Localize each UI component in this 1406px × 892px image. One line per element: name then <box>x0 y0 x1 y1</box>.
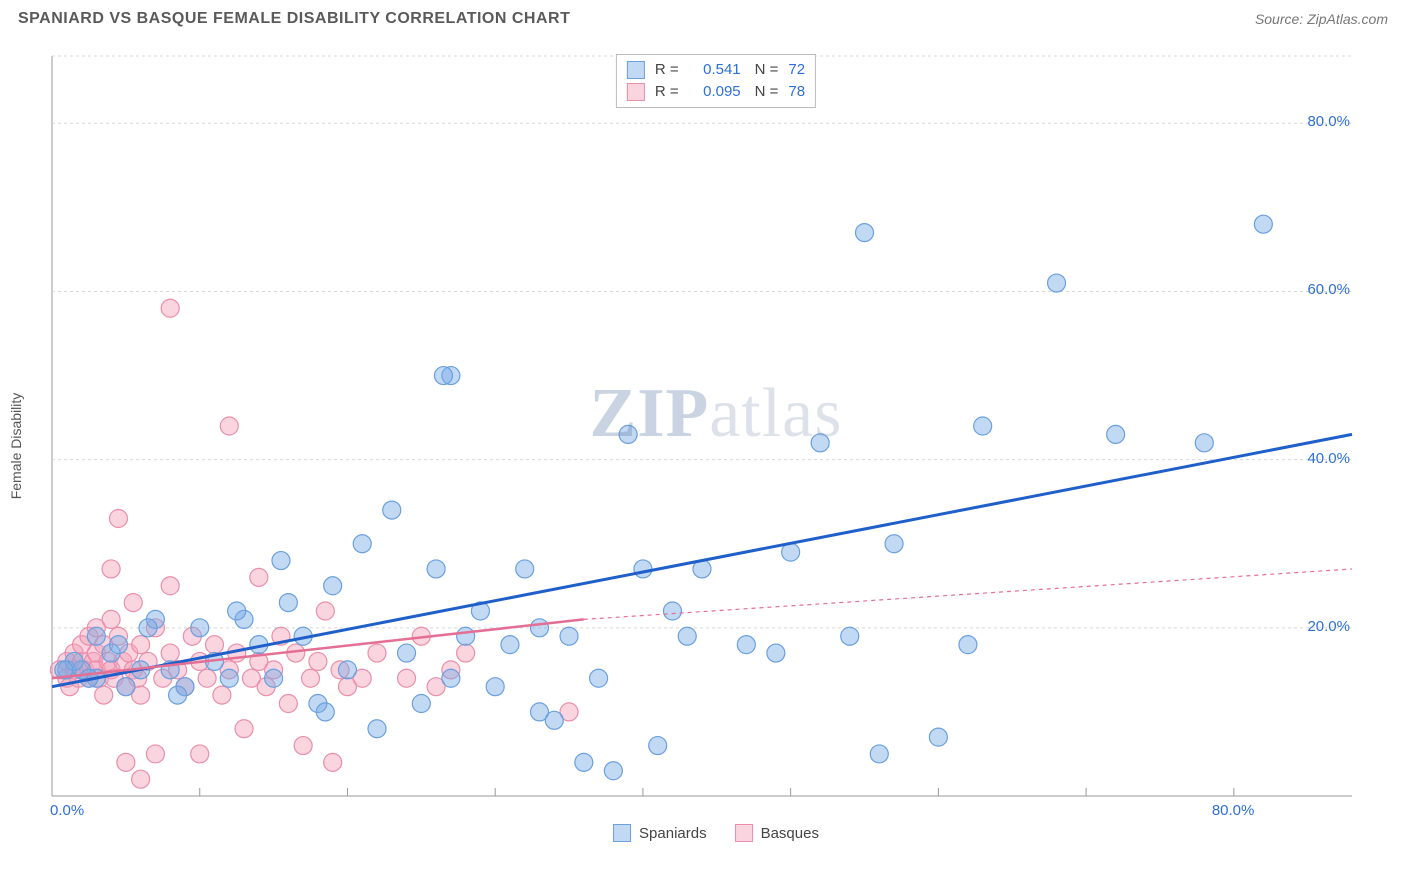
y-axis-label: Female Disability <box>8 393 24 500</box>
r-label: R = <box>655 81 679 103</box>
legend-swatch <box>627 83 645 101</box>
y-tick-label: 20.0% <box>1307 618 1350 635</box>
legend-label: Basques <box>761 825 819 842</box>
chart-title: SPANIARD VS BASQUE FEMALE DISABILITY COR… <box>18 10 570 28</box>
n-label: N = <box>755 59 779 81</box>
correlation-legend: R = 0.541 N = 72 R = 0.095 N = 78 <box>616 54 816 108</box>
scatter-plot <box>46 50 1386 842</box>
n-value: 72 <box>788 59 805 81</box>
x-tick-label: 80.0% <box>1212 802 1255 819</box>
legend-swatch <box>627 61 645 79</box>
y-tick-label: 40.0% <box>1307 450 1350 467</box>
legend-swatch <box>613 824 631 842</box>
r-label: R = <box>655 59 679 81</box>
x-tick-label: 0.0% <box>50 802 84 819</box>
r-value: 0.095 <box>689 81 741 103</box>
y-tick-label: 80.0% <box>1307 113 1350 130</box>
n-value: 78 <box>788 81 805 103</box>
series-legend: Spaniards Basques <box>613 824 819 842</box>
legend-row: R = 0.541 N = 72 <box>627 59 805 81</box>
r-value: 0.541 <box>689 59 741 81</box>
legend-row: R = 0.095 N = 78 <box>627 81 805 103</box>
chart-area: Female Disability ZIPatlas R =0.541N =72… <box>46 50 1386 842</box>
legend-swatch <box>735 824 753 842</box>
header: SPANIARD VS BASQUE FEMALE DISABILITY COR… <box>0 0 1406 36</box>
chart-source: Source: ZipAtlas.com <box>1255 11 1388 27</box>
n-label: N = <box>755 81 779 103</box>
legend-label: Spaniards <box>639 825 707 842</box>
y-tick-label: 60.0% <box>1307 281 1350 298</box>
legend-item: Spaniards <box>613 824 707 842</box>
legend-item: Basques <box>735 824 819 842</box>
